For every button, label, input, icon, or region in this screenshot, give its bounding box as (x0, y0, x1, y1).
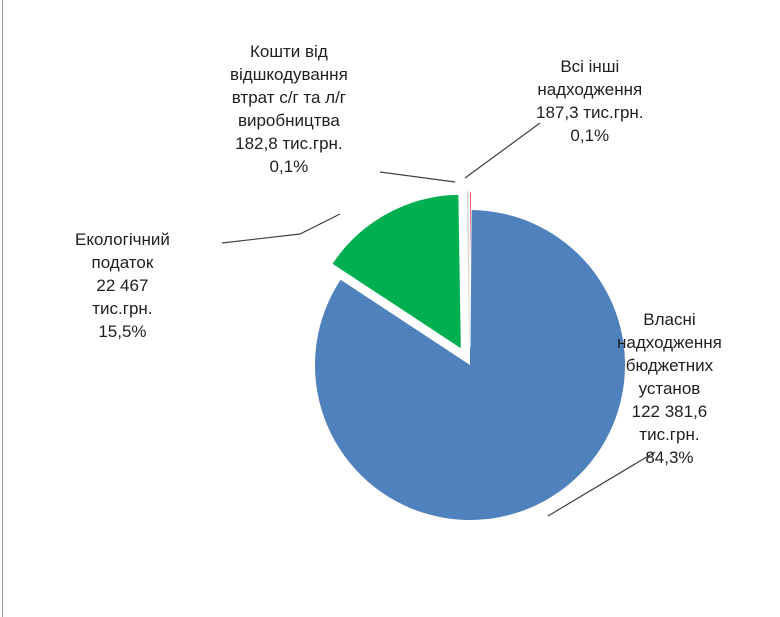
slice-label-own-revenue: Власні надходження бюджетних установ 122… (617, 310, 722, 467)
slice-label-eco-tax: Екологічний податок 22 467 тис.грн. 15,5… (75, 230, 170, 341)
slice-label-other: Всі інші надходження 187,3 тис.грн. 0,1% (536, 57, 644, 145)
leader-lines (221, 122, 656, 517)
slice-label-compensation: Кошти від відшкодування втрат с/г та л/г… (230, 42, 348, 176)
slice-own-revenue (315, 210, 626, 520)
leader-line-eco-tax (221, 213, 341, 244)
leader-line-other (464, 122, 541, 179)
chart-frame-border (2, 0, 3, 617)
leader-line-compensation (379, 171, 456, 183)
leader-line-own-revenue (547, 451, 656, 517)
pie-slices (315, 191, 626, 520)
slice-eco-tax (331, 193, 462, 351)
slice-other (468, 191, 472, 348)
